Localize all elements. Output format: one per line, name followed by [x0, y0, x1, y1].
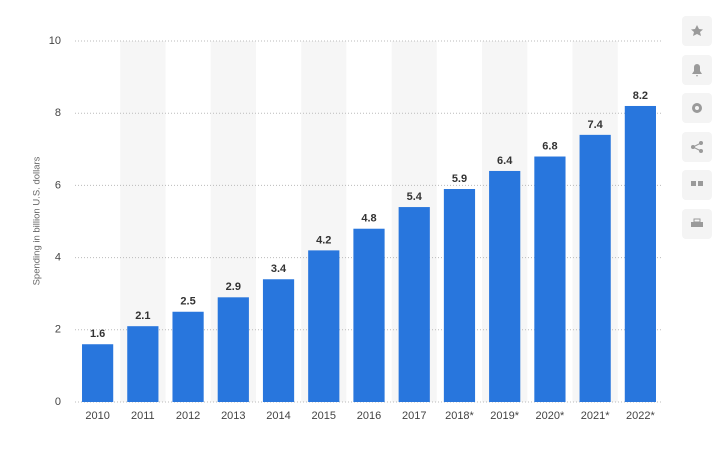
value-label: 7.4: [588, 119, 604, 131]
bar: [579, 134, 611, 403]
value-label: 8.2: [633, 90, 648, 102]
print-button[interactable]: [682, 209, 712, 239]
y-tick-label: 6: [55, 179, 61, 191]
y-tick-label: 2: [55, 324, 61, 336]
value-label: 4.8: [361, 213, 376, 225]
value-label: 2.5: [180, 296, 195, 308]
x-tick-label: 2015: [312, 410, 336, 422]
y-axis-label: Spending in billion U.S. dollars: [32, 156, 43, 285]
settings-button[interactable]: [682, 93, 712, 123]
x-tick-label: 2021*: [581, 410, 610, 422]
bar: [534, 156, 566, 402]
value-label: 1.6: [90, 328, 105, 340]
bar: [172, 311, 204, 402]
bar: [489, 170, 521, 402]
value-label: 4.2: [316, 234, 331, 246]
value-label: 5.9: [452, 173, 467, 185]
value-label: 6.4: [497, 155, 513, 167]
y-tick-label: 4: [55, 252, 61, 264]
bar: [217, 297, 249, 402]
x-tick-label: 2017: [402, 410, 426, 422]
value-label: 3.4: [271, 263, 287, 275]
x-tick-label: 2011: [131, 410, 155, 422]
y-tick-label: 8: [55, 107, 61, 119]
x-tick-label: 2012: [176, 410, 200, 422]
x-tick-label: 2010: [85, 410, 109, 422]
bar: [308, 250, 340, 402]
x-tick-label: 2018*: [445, 410, 474, 422]
x-tick-label: 2022*: [626, 410, 655, 422]
bar: [127, 326, 159, 402]
bar: [353, 228, 385, 402]
value-label: 5.4: [407, 191, 423, 203]
bar: [398, 207, 430, 402]
bar: [443, 189, 476, 402]
favorite-button[interactable]: [682, 16, 712, 46]
value-label: 2.9: [226, 281, 241, 293]
value-label: 6.8: [542, 140, 557, 152]
share-button[interactable]: [682, 132, 712, 162]
y-tick-label: 10: [49, 35, 61, 47]
x-tick-label: 2019*: [490, 410, 519, 422]
cite-button[interactable]: [682, 170, 712, 200]
bar: [82, 344, 114, 402]
x-tick-label: 2020*: [536, 410, 565, 422]
bar: [262, 279, 295, 402]
toolbar: [682, 16, 712, 239]
value-label: 2.1: [135, 310, 150, 322]
bar: [624, 105, 656, 402]
y-tick-label: 0: [55, 396, 61, 408]
x-tick-label: 2016: [357, 410, 381, 422]
notify-button[interactable]: [682, 55, 712, 85]
x-tick-label: 2013: [221, 410, 245, 422]
x-tick-label: 2014: [266, 410, 290, 422]
